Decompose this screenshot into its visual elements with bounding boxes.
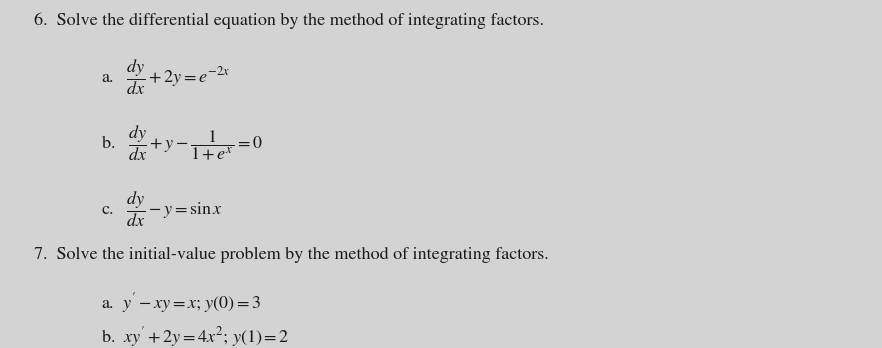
Text: a.   $\dfrac{dy}{dx} + 2y = e^{-2x}$: a. $\dfrac{dy}{dx} + 2y = e^{-2x}$: [101, 57, 230, 97]
Text: b.   $\dfrac{dy}{dx} + y - \dfrac{1}{1+e^{x}} = 0$: b. $\dfrac{dy}{dx} + y - \dfrac{1}{1+e^{…: [101, 124, 263, 163]
Text: 6.  Solve the differential equation by the method of integrating factors.: 6. Solve the differential equation by th…: [34, 12, 543, 29]
Text: c.   $\dfrac{dy}{dx} - y = \sin x$: c. $\dfrac{dy}{dx} - y = \sin x$: [101, 190, 223, 229]
Text: b.  $xy' + 2y = 4x^{2};\, y(1) = 2$: b. $xy' + 2y = 4x^{2};\, y(1) = 2$: [101, 325, 289, 348]
Text: 7.  Solve the initial-value problem by the method of integrating factors.: 7. Solve the initial-value problem by th…: [34, 247, 549, 263]
Text: a.  $y' - xy = x;\, y(0) = 3$: a. $y' - xy = x;\, y(0) = 3$: [101, 291, 262, 315]
